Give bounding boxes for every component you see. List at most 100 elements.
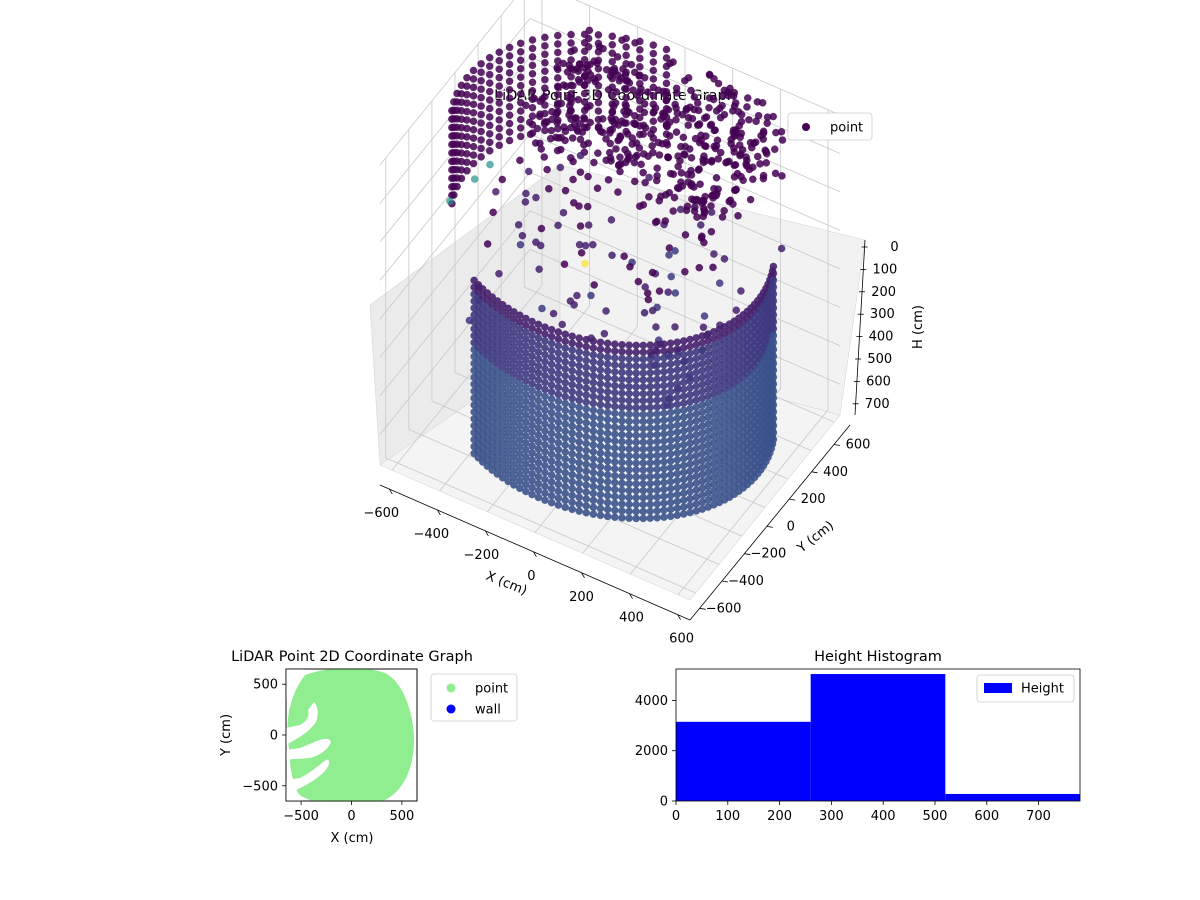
cloud-point (575, 375, 584, 384)
cloud-point (576, 151, 585, 160)
cloud-point (541, 440, 549, 449)
cloud-point (553, 101, 562, 110)
cloud-point (679, 461, 688, 470)
cloud-point (666, 360, 675, 368)
cloud-point (561, 496, 570, 505)
cloud-point (541, 468, 549, 477)
cloud-point (769, 408, 778, 416)
cloud-point (679, 496, 688, 505)
cloud-point (639, 410, 648, 419)
cloud-point (660, 485, 668, 494)
cloud-point (554, 411, 563, 419)
cloud-point (561, 406, 570, 415)
cloud-point (568, 360, 577, 368)
cloud-point (568, 470, 577, 479)
cloud-point (448, 123, 456, 132)
cloud-point (495, 141, 504, 150)
histogram-bars (676, 674, 1080, 801)
cloud-point (573, 125, 581, 134)
cloud-point (495, 73, 504, 82)
cloud-point (666, 463, 675, 472)
cloud-point (528, 456, 536, 464)
cloud-point (610, 395, 619, 404)
cloud-point (541, 434, 549, 442)
cloud-point (661, 191, 670, 199)
cloud-point (575, 444, 584, 453)
cloud-point (702, 113, 711, 121)
cloud-point (625, 341, 633, 350)
cloud-point (568, 491, 577, 500)
cloud-point (573, 291, 581, 300)
cloud-point (679, 392, 688, 401)
cloud-point (554, 348, 563, 357)
cloud-point (516, 64, 525, 73)
legend-histogram: Height (976, 674, 1075, 703)
cloud-point (505, 111, 514, 119)
grid-back-z (574, 0, 841, 116)
cloud-point (528, 324, 536, 333)
cloud-point (739, 176, 747, 185)
cloud-point (639, 431, 648, 440)
cloud-point (699, 323, 708, 332)
cloud-point (561, 468, 570, 477)
cloud-point (582, 460, 591, 469)
cloud-point (505, 94, 514, 103)
cloud-point (561, 385, 570, 394)
cloud-point (610, 499, 619, 508)
cloud-point (561, 399, 570, 408)
cloud-point (732, 185, 741, 194)
cloud-point (610, 513, 619, 522)
cloud-point (561, 441, 570, 449)
cloud-point (769, 331, 778, 340)
cloud-point (679, 475, 688, 484)
cloud-point (673, 414, 682, 423)
cloud-point (534, 493, 543, 502)
y-tick-mark-3d (744, 553, 751, 556)
cloud-point (666, 394, 675, 403)
cloud-point (568, 415, 577, 424)
histogram-bar (810, 674, 946, 801)
cloud-point (653, 361, 661, 370)
cloud-point (673, 504, 682, 513)
x-tick-label-histogram: 300 (819, 809, 844, 824)
cloud-point (666, 429, 675, 438)
cloud-point (679, 510, 688, 518)
cloud-point (724, 91, 733, 100)
cloud-point (596, 407, 605, 416)
cloud-point (714, 79, 723, 88)
cloud-point (640, 99, 649, 108)
cloud-point (769, 318, 778, 326)
cloud-point (554, 335, 563, 343)
cloud-point (737, 287, 745, 295)
cloud-point (627, 60, 636, 69)
cloud-point (672, 128, 681, 136)
cloud-point (541, 378, 549, 387)
cloud-point (632, 424, 641, 433)
cloud-point (618, 375, 626, 384)
cloud-point (575, 348, 584, 356)
cloud-point (632, 473, 641, 481)
cloud-point (575, 493, 584, 502)
cloud-point (625, 355, 633, 363)
cloud-point (561, 330, 570, 339)
cloud-point (742, 162, 751, 170)
cloud-point (581, 241, 590, 250)
cloud-point (596, 421, 605, 430)
cloud-point (505, 43, 514, 52)
cloud-point (664, 153, 672, 161)
cloud-point (596, 352, 605, 361)
cloud-point (541, 50, 549, 59)
cloud-point (673, 456, 682, 464)
cloud-point (653, 368, 661, 377)
cloud-point (662, 54, 671, 62)
cloud-point (629, 86, 637, 94)
cloud-point (469, 134, 478, 143)
cloud-point (610, 423, 619, 432)
legend-3d: point (787, 112, 873, 141)
cloud-point (618, 354, 626, 363)
cloud-point (528, 483, 536, 492)
cloud-point (632, 500, 641, 509)
cloud-point (653, 382, 661, 391)
cloud-point (528, 463, 536, 471)
y-tick-mark-3d (789, 498, 796, 501)
